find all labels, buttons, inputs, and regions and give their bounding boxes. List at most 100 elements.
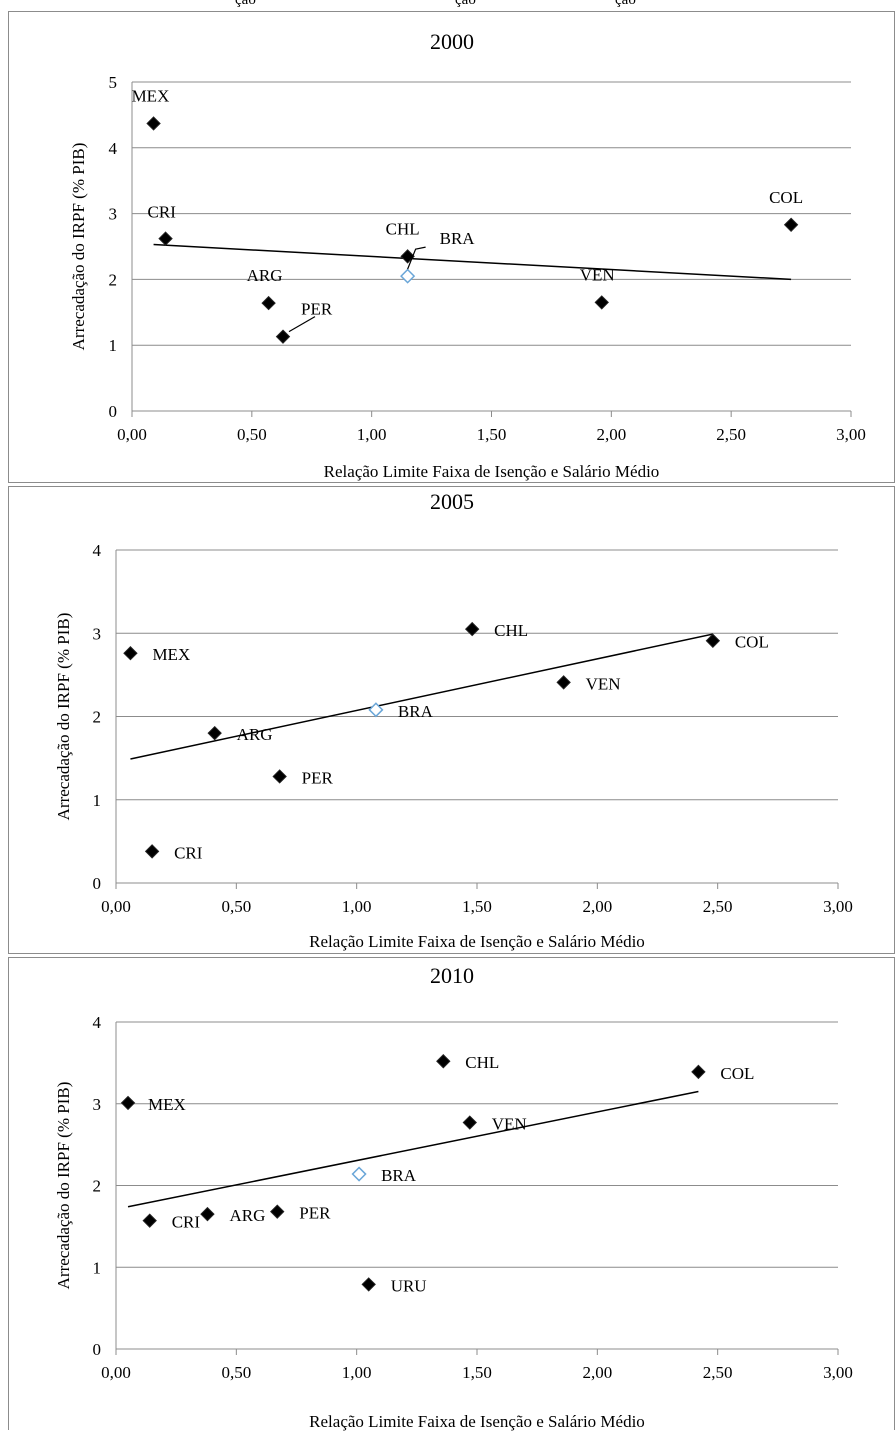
data-point-cri [144, 844, 160, 859]
point-label-per: PER [302, 768, 334, 787]
data-point-per [275, 329, 291, 344]
point-label-mex: MEX [148, 1095, 186, 1114]
x-tick-label: 3,00 [823, 897, 853, 916]
point-label-chl: CHL [494, 621, 528, 640]
data-point-col [705, 633, 721, 648]
point-label-ven: VEN [586, 674, 621, 693]
point-label-arg: ARG [237, 725, 273, 744]
data-point-per [272, 769, 287, 784]
data-point-ven [462, 1115, 477, 1130]
y-tick-label: 0 [93, 874, 102, 893]
point-label-chl: CHL [386, 219, 420, 238]
x-tick-label: 1,50 [462, 1363, 492, 1382]
point-label-arg: ARG [247, 266, 283, 285]
point-label-bra: BRA [398, 702, 434, 721]
leader-line-per [288, 316, 316, 333]
y-tick-label: 3 [109, 205, 118, 224]
x-tick-label: 0,50 [237, 425, 267, 444]
point-label-cri: CRI [174, 843, 203, 862]
point-label-uru: URU [391, 1276, 427, 1295]
chart-title: 2005 [430, 489, 474, 514]
data-point-mex [123, 646, 138, 661]
x-tick-label: 2,50 [703, 897, 733, 916]
y-tick-label: 4 [109, 139, 118, 158]
data-point-per [270, 1204, 285, 1219]
point-label-bra: BRA [381, 1166, 417, 1185]
point-label-ven: VEN [580, 265, 615, 284]
y-tick-label: 2 [93, 1177, 102, 1196]
point-label-arg: ARG [229, 1206, 265, 1225]
point-label-col: COL [769, 188, 803, 207]
data-point-mex [120, 1095, 136, 1111]
y-tick-label: 2 [93, 708, 102, 727]
data-point-chl [464, 621, 480, 637]
data-point-col [691, 1064, 706, 1080]
trendline [130, 633, 714, 760]
x-tick-label: 2,00 [596, 425, 626, 444]
chart-panel-2005: 2005 0 1 2 3 4 0,00 0,50 1,00 1,50 2,00 2,50 3,00 Rel… [8, 486, 895, 954]
x-tick-label: 1,00 [342, 897, 372, 916]
x-tick-label: 3,00 [823, 1363, 853, 1382]
caption-fragment-2: ção [455, 0, 476, 8]
point-label-per: PER [299, 1204, 331, 1223]
caption-fragment-1: ção [235, 0, 256, 8]
leader-line-bra [407, 246, 426, 270]
data-point-mex [146, 116, 161, 131]
data-point-chl [436, 1054, 451, 1069]
y-tick-label: 4 [93, 541, 102, 560]
x-tick-label: 2,00 [582, 1363, 612, 1382]
x-tick-label: 0,50 [221, 897, 251, 916]
x-tick-label: 2,00 [582, 897, 612, 916]
data-point-ven [594, 295, 609, 310]
y-tick-label: 4 [93, 1013, 102, 1032]
point-label-col: COL [720, 1064, 754, 1083]
data-point-bra [400, 268, 416, 284]
scatter-chart-2000: 2000 0 1 2 3 4 5 0,00 0,50 1,00 1,50 2,00 2,50 3,00 Re… [69, 29, 866, 481]
x-axis-title: Relação Limite Faixa de Isenção e Salári… [324, 462, 660, 481]
x-axis-title: Relação Limite Faixa de Isenção e Salári… [309, 932, 645, 951]
x-tick-label: 1,00 [357, 425, 387, 444]
y-tick-label: 1 [93, 1258, 102, 1277]
y-axis-title: Arrecadação do IRPF (% PIB) [69, 143, 88, 351]
x-tick-label: 1,50 [477, 425, 507, 444]
y-tick-label: 1 [93, 791, 102, 810]
caption-fragment-3: ção [615, 0, 636, 8]
point-label-mex: MEX [132, 86, 170, 105]
scatter-chart-2010: 2010 0 1 2 3 4 0,00 0,50 1,00 1,50 2,00 2,50 3,00 Rel… [54, 963, 853, 1431]
data-point-cri [142, 1213, 157, 1228]
point-label-per: PER [301, 300, 333, 319]
y-tick-label: 0 [109, 402, 118, 421]
data-point-col [783, 217, 799, 232]
chart-panel-2010: 2010 0 1 2 3 4 0,00 0,50 1,00 1,50 2,00 2,50 3,00 Rel… [8, 957, 895, 1431]
x-tick-label: 0,00 [117, 425, 147, 444]
x-tick-label: 1,50 [462, 897, 492, 916]
x-tick-label: 2,50 [703, 1363, 733, 1382]
x-axis-title: Relação Limite Faixa de Isenção e Salári… [309, 1412, 645, 1431]
cropped-caption: ção ção ção [0, 0, 895, 8]
x-tick-label: 1,00 [342, 1363, 372, 1382]
trendline [127, 1090, 699, 1208]
chart-title: 2010 [430, 963, 474, 988]
x-tick-label: 2,50 [716, 425, 746, 444]
data-point-cri [158, 231, 173, 246]
data-point-arg [261, 295, 276, 311]
point-label-cri: CRI [172, 1213, 201, 1232]
point-label-cri: CRI [148, 203, 177, 222]
chart-panel-2000: 2000 0 1 2 3 4 5 0,00 0,50 1,00 1,50 2,00 2,50 3,00 Re… [8, 11, 895, 483]
x-tick-label: 0,50 [221, 1363, 251, 1382]
chart-title: 2000 [430, 29, 474, 54]
point-label-bra: BRA [440, 229, 476, 248]
data-point-arg [207, 725, 222, 741]
data-point-arg [200, 1206, 215, 1222]
y-tick-label: 2 [109, 270, 118, 289]
point-label-ven: VEN [492, 1115, 527, 1134]
point-label-mex: MEX [152, 645, 190, 664]
x-tick-label: 0,00 [101, 1363, 131, 1382]
data-point-uru [361, 1277, 376, 1292]
point-label-chl: CHL [465, 1053, 499, 1072]
data-point-ven [556, 675, 571, 690]
data-point-chl [400, 249, 415, 264]
point-label-col: COL [735, 633, 769, 652]
y-tick-label: 1 [109, 336, 118, 355]
trendline [153, 243, 792, 281]
